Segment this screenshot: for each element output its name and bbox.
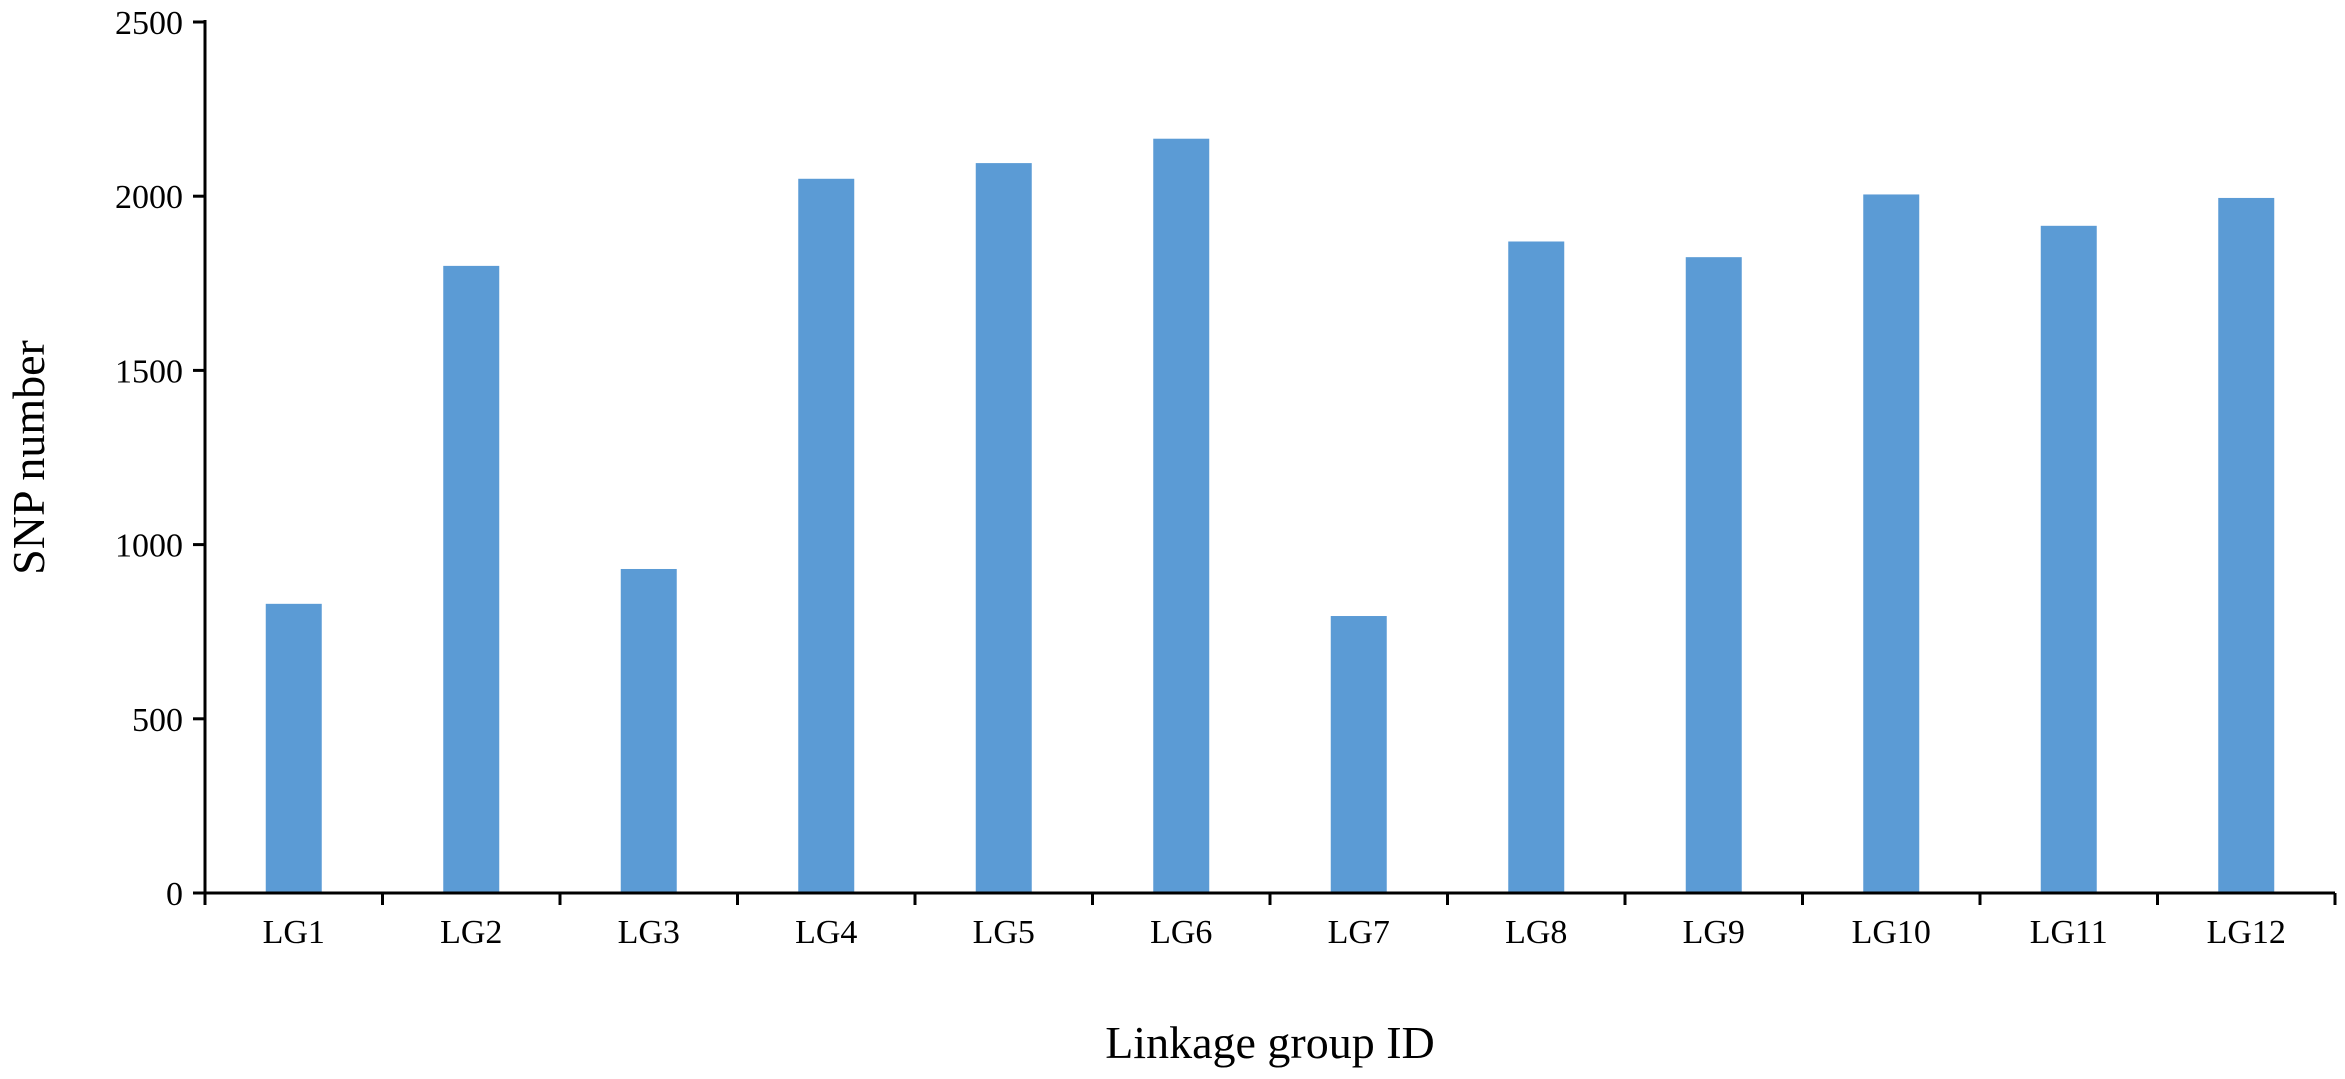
y-tick-label: 500 bbox=[132, 702, 183, 739]
bar-lg3 bbox=[620, 568, 677, 893]
y-tick-label: 0 bbox=[166, 876, 183, 913]
y-axis-title: SNP number bbox=[3, 340, 54, 575]
axes-layer bbox=[193, 20, 2337, 905]
x-tick-label-lg11: LG11 bbox=[2030, 914, 2108, 951]
bar-lg12 bbox=[2218, 197, 2275, 893]
x-tick-label-lg7: LG7 bbox=[1328, 914, 1390, 951]
bar-lg2 bbox=[443, 265, 500, 893]
labels-layer: 0 500 1000 1500 2000 2500 LG1 LG2 LG3 LG4 LG5 LG6 LG… bbox=[115, 5, 2286, 951]
x-tick-label-lg4: LG4 bbox=[795, 914, 857, 951]
bar-lg4 bbox=[798, 178, 855, 893]
x-tick-label-lg1: LG1 bbox=[263, 914, 325, 951]
bar-lg6 bbox=[1153, 138, 1210, 894]
x-tick-label-lg9: LG9 bbox=[1683, 914, 1745, 951]
bar-lg11 bbox=[2040, 225, 2097, 894]
x-tick-label-lg3: LG3 bbox=[618, 914, 680, 951]
bar-lg8 bbox=[1508, 241, 1565, 893]
bar-lg10 bbox=[1863, 194, 1920, 893]
bar-lg7 bbox=[1330, 616, 1387, 893]
x-tick-label-lg6: LG6 bbox=[1150, 914, 1212, 951]
bar-lg1 bbox=[265, 603, 322, 893]
y-tick-label: 1500 bbox=[115, 353, 183, 390]
x-tick-label-lg8: LG8 bbox=[1505, 914, 1567, 951]
x-tick-label-lg12: LG12 bbox=[2207, 914, 2286, 951]
x-axis-title: Linkage group ID bbox=[1105, 1017, 1435, 1068]
x-tick-label-lg5: LG5 bbox=[973, 914, 1035, 951]
bar-lg5 bbox=[975, 163, 1032, 894]
y-tick-label: 2500 bbox=[115, 5, 183, 42]
bars-layer bbox=[265, 138, 2275, 894]
bar-lg9 bbox=[1685, 257, 1742, 893]
y-tick-label: 1000 bbox=[115, 528, 183, 565]
x-tick-label-lg10: LG10 bbox=[1852, 914, 1931, 951]
y-tick-label: 2000 bbox=[115, 179, 183, 216]
x-tick-label-lg2: LG2 bbox=[440, 914, 502, 951]
